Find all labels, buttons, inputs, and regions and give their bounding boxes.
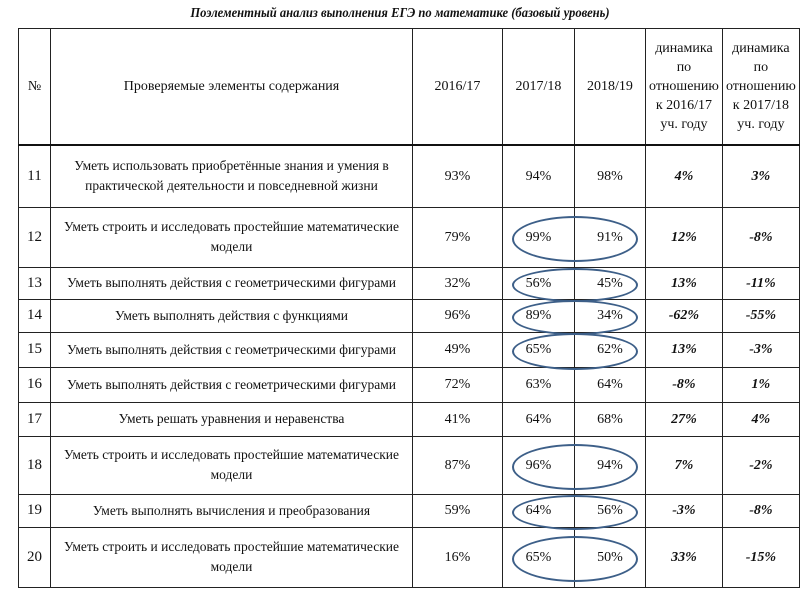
cell-number: 20: [18, 526, 51, 588]
cell-dynamics-2016-17: 4%: [645, 144, 723, 208]
table-row: 19 Уметь выполнять вычисления и преобразо…: [18, 493, 800, 528]
cell-content: Уметь выполнять вычисления и преобразова…: [50, 493, 413, 528]
cell-number: 12: [18, 206, 51, 268]
cell-dynamics-2016-17: 33%: [645, 526, 723, 588]
cell-value-2017-18: 65%: [502, 526, 575, 588]
cell-value-2017-18: 89%: [502, 298, 575, 333]
cell-dynamics-2017-18: 1%: [721, 366, 800, 403]
cell-value-2018-19: 50%: [574, 526, 646, 588]
header-content: Проверяемые элементы содержания: [50, 28, 413, 146]
cell-value-2018-19: 64%: [574, 366, 646, 403]
cell-value-2016-17: 93%: [412, 144, 503, 208]
header-2018-19: 2018/19: [574, 28, 646, 146]
table-row: 17 Уметь решать уравнения и неравенства 41…: [18, 401, 800, 437]
cell-value-2018-19: 94%: [574, 435, 646, 495]
cell-content: Уметь выполнять действия с функциями: [50, 298, 413, 333]
cell-dynamics-2016-17: 27%: [645, 401, 723, 437]
cell-value-2016-17: 16%: [412, 526, 503, 588]
cell-value-2018-19: 62%: [574, 331, 646, 368]
cell-number: 15: [18, 331, 51, 368]
cell-content: Уметь использовать приобретённые знания …: [50, 144, 413, 208]
cell-content: Уметь выполнять действия с геометрически…: [50, 266, 413, 300]
cell-dynamics-2017-18: -2%: [721, 435, 800, 495]
cell-value-2018-19: 98%: [574, 144, 646, 208]
cell-content: Уметь выполнять действия с геометрически…: [50, 331, 413, 368]
document-title: Поэлементный анализ выполнения ЕГЭ по ма…: [190, 6, 610, 21]
cell-value-2017-18: 65%: [502, 331, 575, 368]
cell-number: 16: [18, 366, 51, 403]
cell-dynamics-2017-18: -15%: [721, 526, 800, 588]
header-2016-17: 2016/17: [412, 28, 503, 146]
table-row: 14 Уметь выполнять действия с функциями 96…: [18, 298, 800, 333]
cell-dynamics-2017-18: -55%: [721, 298, 800, 333]
cell-dynamics-2017-18: 4%: [721, 401, 800, 437]
cell-value-2016-17: 41%: [412, 401, 503, 437]
cell-dynamics-2016-17: 7%: [645, 435, 723, 495]
cell-content: Уметь строить и исследовать простейшие м…: [50, 526, 413, 588]
cell-value-2016-17: 72%: [412, 366, 503, 403]
cell-value-2017-18: 99%: [502, 206, 575, 268]
cell-number: 14: [18, 298, 51, 333]
cell-value-2016-17: 87%: [412, 435, 503, 495]
cell-dynamics-2016-17: 13%: [645, 331, 723, 368]
cell-dynamics-2017-18: -8%: [721, 206, 800, 268]
cell-dynamics-2017-18: -8%: [721, 493, 800, 528]
header-row: № Проверяемые элементы содержания 2016/1…: [18, 28, 800, 146]
header-dynamics-2017-18: динамика по отношению к 2017/18 уч. году: [721, 28, 800, 146]
table-row: 12 Уметь строить и исследовать простейшие…: [18, 206, 800, 268]
cell-value-2017-18: 96%: [502, 435, 575, 495]
cell-content: Уметь строить и исследовать простейшие м…: [50, 435, 413, 495]
table-row: 18 Уметь строить и исследовать простейшие…: [18, 435, 800, 495]
cell-value-2017-18: 56%: [502, 266, 575, 300]
cell-dynamics-2016-17: 13%: [645, 266, 723, 300]
cell-number: 19: [18, 493, 51, 528]
cell-dynamics-2017-18: 3%: [721, 144, 800, 208]
header-number: №: [18, 28, 51, 146]
cell-number: 18: [18, 435, 51, 495]
cell-content: Уметь строить и исследовать простейшие м…: [50, 206, 413, 268]
cell-dynamics-2016-17: 12%: [645, 206, 723, 268]
cell-content: Уметь выполнять действия с геометрически…: [50, 366, 413, 403]
table-row: 13 Уметь выполнять действия с геометричес…: [18, 266, 800, 300]
cell-value-2017-18: 63%: [502, 366, 575, 403]
results-table: № Проверяемые элементы содержания 2016/1…: [18, 28, 800, 588]
cell-dynamics-2016-17: -3%: [645, 493, 723, 528]
cell-number: 11: [18, 144, 51, 208]
cell-value-2017-18: 64%: [502, 493, 575, 528]
cell-dynamics-2016-17: -62%: [645, 298, 723, 333]
cell-value-2017-18: 64%: [502, 401, 575, 437]
cell-value-2016-17: 59%: [412, 493, 503, 528]
cell-value-2016-17: 96%: [412, 298, 503, 333]
cell-content: Уметь решать уравнения и неравенства: [50, 401, 413, 437]
cell-number: 13: [18, 266, 51, 300]
header-2017-18: 2017/18: [502, 28, 575, 146]
cell-dynamics-2017-18: -3%: [721, 331, 800, 368]
cell-value-2016-17: 32%: [412, 266, 503, 300]
table-row: 15 Уметь выполнять действия с геометричес…: [18, 331, 800, 368]
cell-value-2017-18: 94%: [502, 144, 575, 208]
cell-value-2018-19: 45%: [574, 266, 646, 300]
cell-value-2018-19: 91%: [574, 206, 646, 268]
cell-value-2018-19: 34%: [574, 298, 646, 333]
cell-number: 17: [18, 401, 51, 437]
header-dynamics-2016-17: динамика по отношению к 2016/17 уч. году: [645, 28, 723, 146]
cell-dynamics-2017-18: -11%: [721, 266, 800, 300]
table-row: 16 Уметь выполнять действия с геометричес…: [18, 366, 800, 403]
table-row: 20 Уметь строить и исследовать простейшие…: [18, 526, 800, 588]
cell-value-2018-19: 56%: [574, 493, 646, 528]
cell-value-2016-17: 49%: [412, 331, 503, 368]
cell-dynamics-2016-17: -8%: [645, 366, 723, 403]
cell-value-2016-17: 79%: [412, 206, 503, 268]
table-row: 11 Уметь использовать приобретённые знани…: [18, 144, 800, 208]
cell-value-2018-19: 68%: [574, 401, 646, 437]
